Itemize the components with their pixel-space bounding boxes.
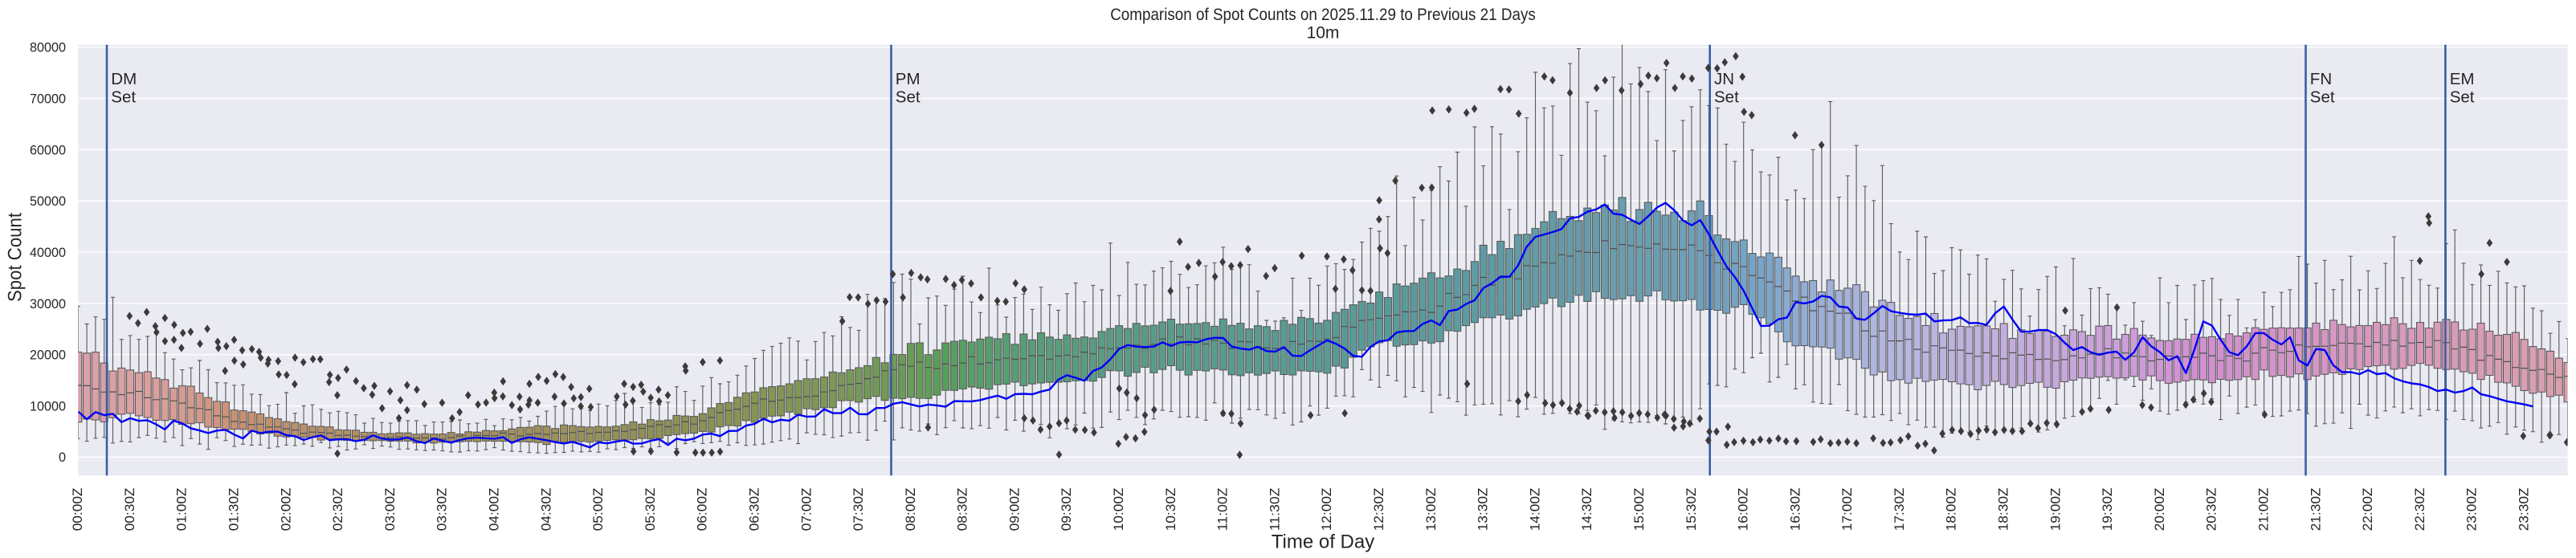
svg-text:Set: Set [1714,88,1739,107]
svg-text:14:30Z: 14:30Z [1580,487,1594,531]
svg-text:02:30Z: 02:30Z [331,487,345,531]
svg-text:PM: PM [896,70,921,88]
svg-text:17:00Z: 17:00Z [1840,487,1855,531]
svg-text:03:30Z: 03:30Z [435,487,450,531]
svg-text:12:00Z: 12:00Z [1320,487,1334,531]
svg-text:20000: 20000 [30,348,66,363]
svg-text:Set: Set [111,88,136,107]
svg-text:08:30Z: 08:30Z [956,487,970,531]
svg-text:15:30Z: 15:30Z [1684,487,1699,531]
svg-text:Set: Set [896,88,921,107]
svg-text:12:30Z: 12:30Z [1372,487,1386,531]
svg-text:05:30Z: 05:30Z [643,487,658,531]
svg-text:0: 0 [59,450,66,465]
svg-text:01:30Z: 01:30Z [227,487,242,531]
svg-text:09:30Z: 09:30Z [1059,487,1074,531]
svg-text:14:00Z: 14:00Z [1528,487,1542,531]
svg-text:11:00Z: 11:00Z [1216,487,1231,531]
svg-text:Set: Set [2310,88,2335,107]
svg-text:60000: 60000 [30,143,66,157]
svg-text:04:30Z: 04:30Z [539,487,553,531]
svg-text:30000: 30000 [30,297,66,312]
svg-text:06:30Z: 06:30Z [748,487,762,531]
svg-text:22:00Z: 22:00Z [2361,487,2375,531]
svg-text:40000: 40000 [30,246,66,260]
svg-text:13:30Z: 13:30Z [1476,487,1491,531]
svg-text:19:00Z: 19:00Z [2048,487,2063,531]
svg-text:07:00Z: 07:00Z [799,487,814,531]
svg-text:19:30Z: 19:30Z [2100,487,2115,531]
svg-text:21:00Z: 21:00Z [2257,487,2272,531]
svg-text:13:00Z: 13:00Z [1424,487,1439,531]
svg-text:00:30Z: 00:30Z [123,487,137,531]
svg-text:15:00Z: 15:00Z [1632,487,1647,531]
svg-text:10000: 10000 [30,399,66,413]
svg-text:80000: 80000 [30,41,66,55]
svg-text:08:00Z: 08:00Z [904,487,918,531]
svg-text:Spot Count: Spot Count [4,213,26,302]
svg-text:09:00Z: 09:00Z [1007,487,1022,531]
svg-text:17:30Z: 17:30Z [1892,487,1907,531]
svg-text:10m: 10m [1307,24,1340,43]
svg-text:18:30Z: 18:30Z [1997,487,2011,531]
svg-text:07:30Z: 07:30Z [851,487,866,531]
svg-text:01:00Z: 01:00Z [175,487,190,531]
svg-text:11:30Z: 11:30Z [1268,487,1282,531]
svg-text:50000: 50000 [30,194,66,209]
svg-text:00:00Z: 00:00Z [71,487,85,531]
svg-text:02:00Z: 02:00Z [279,487,293,531]
svg-text:16:00Z: 16:00Z [1737,487,1751,531]
svg-text:22:30Z: 22:30Z [2413,487,2427,531]
svg-text:JN: JN [1714,70,1734,88]
svg-text:20:30Z: 20:30Z [2205,487,2219,531]
svg-text:18:00Z: 18:00Z [1945,487,1959,531]
svg-text:06:00Z: 06:00Z [696,487,710,531]
svg-text:21:30Z: 21:30Z [2309,487,2323,531]
svg-text:EM: EM [2450,70,2475,88]
svg-text:16:30Z: 16:30Z [1788,487,1802,531]
svg-text:23:00Z: 23:00Z [2465,487,2480,531]
svg-text:Comparison of Spot Counts on 2: Comparison of Spot Counts on 2025.11.29 … [1110,6,1536,24]
svg-text:20:00Z: 20:00Z [2153,487,2167,531]
svg-text:10:30Z: 10:30Z [1164,487,1178,531]
svg-text:04:00Z: 04:00Z [488,487,502,531]
svg-text:Set: Set [2450,88,2475,107]
svg-text:23:30Z: 23:30Z [2517,487,2532,531]
svg-text:10:00Z: 10:00Z [1112,487,1126,531]
svg-text:05:00Z: 05:00Z [591,487,606,531]
svg-text:70000: 70000 [30,92,66,107]
svg-text:Time of Day: Time of Day [1272,531,1374,552]
svg-text:DM: DM [111,70,137,88]
svg-text:FN: FN [2310,70,2332,88]
svg-text:03:00Z: 03:00Z [383,487,398,531]
